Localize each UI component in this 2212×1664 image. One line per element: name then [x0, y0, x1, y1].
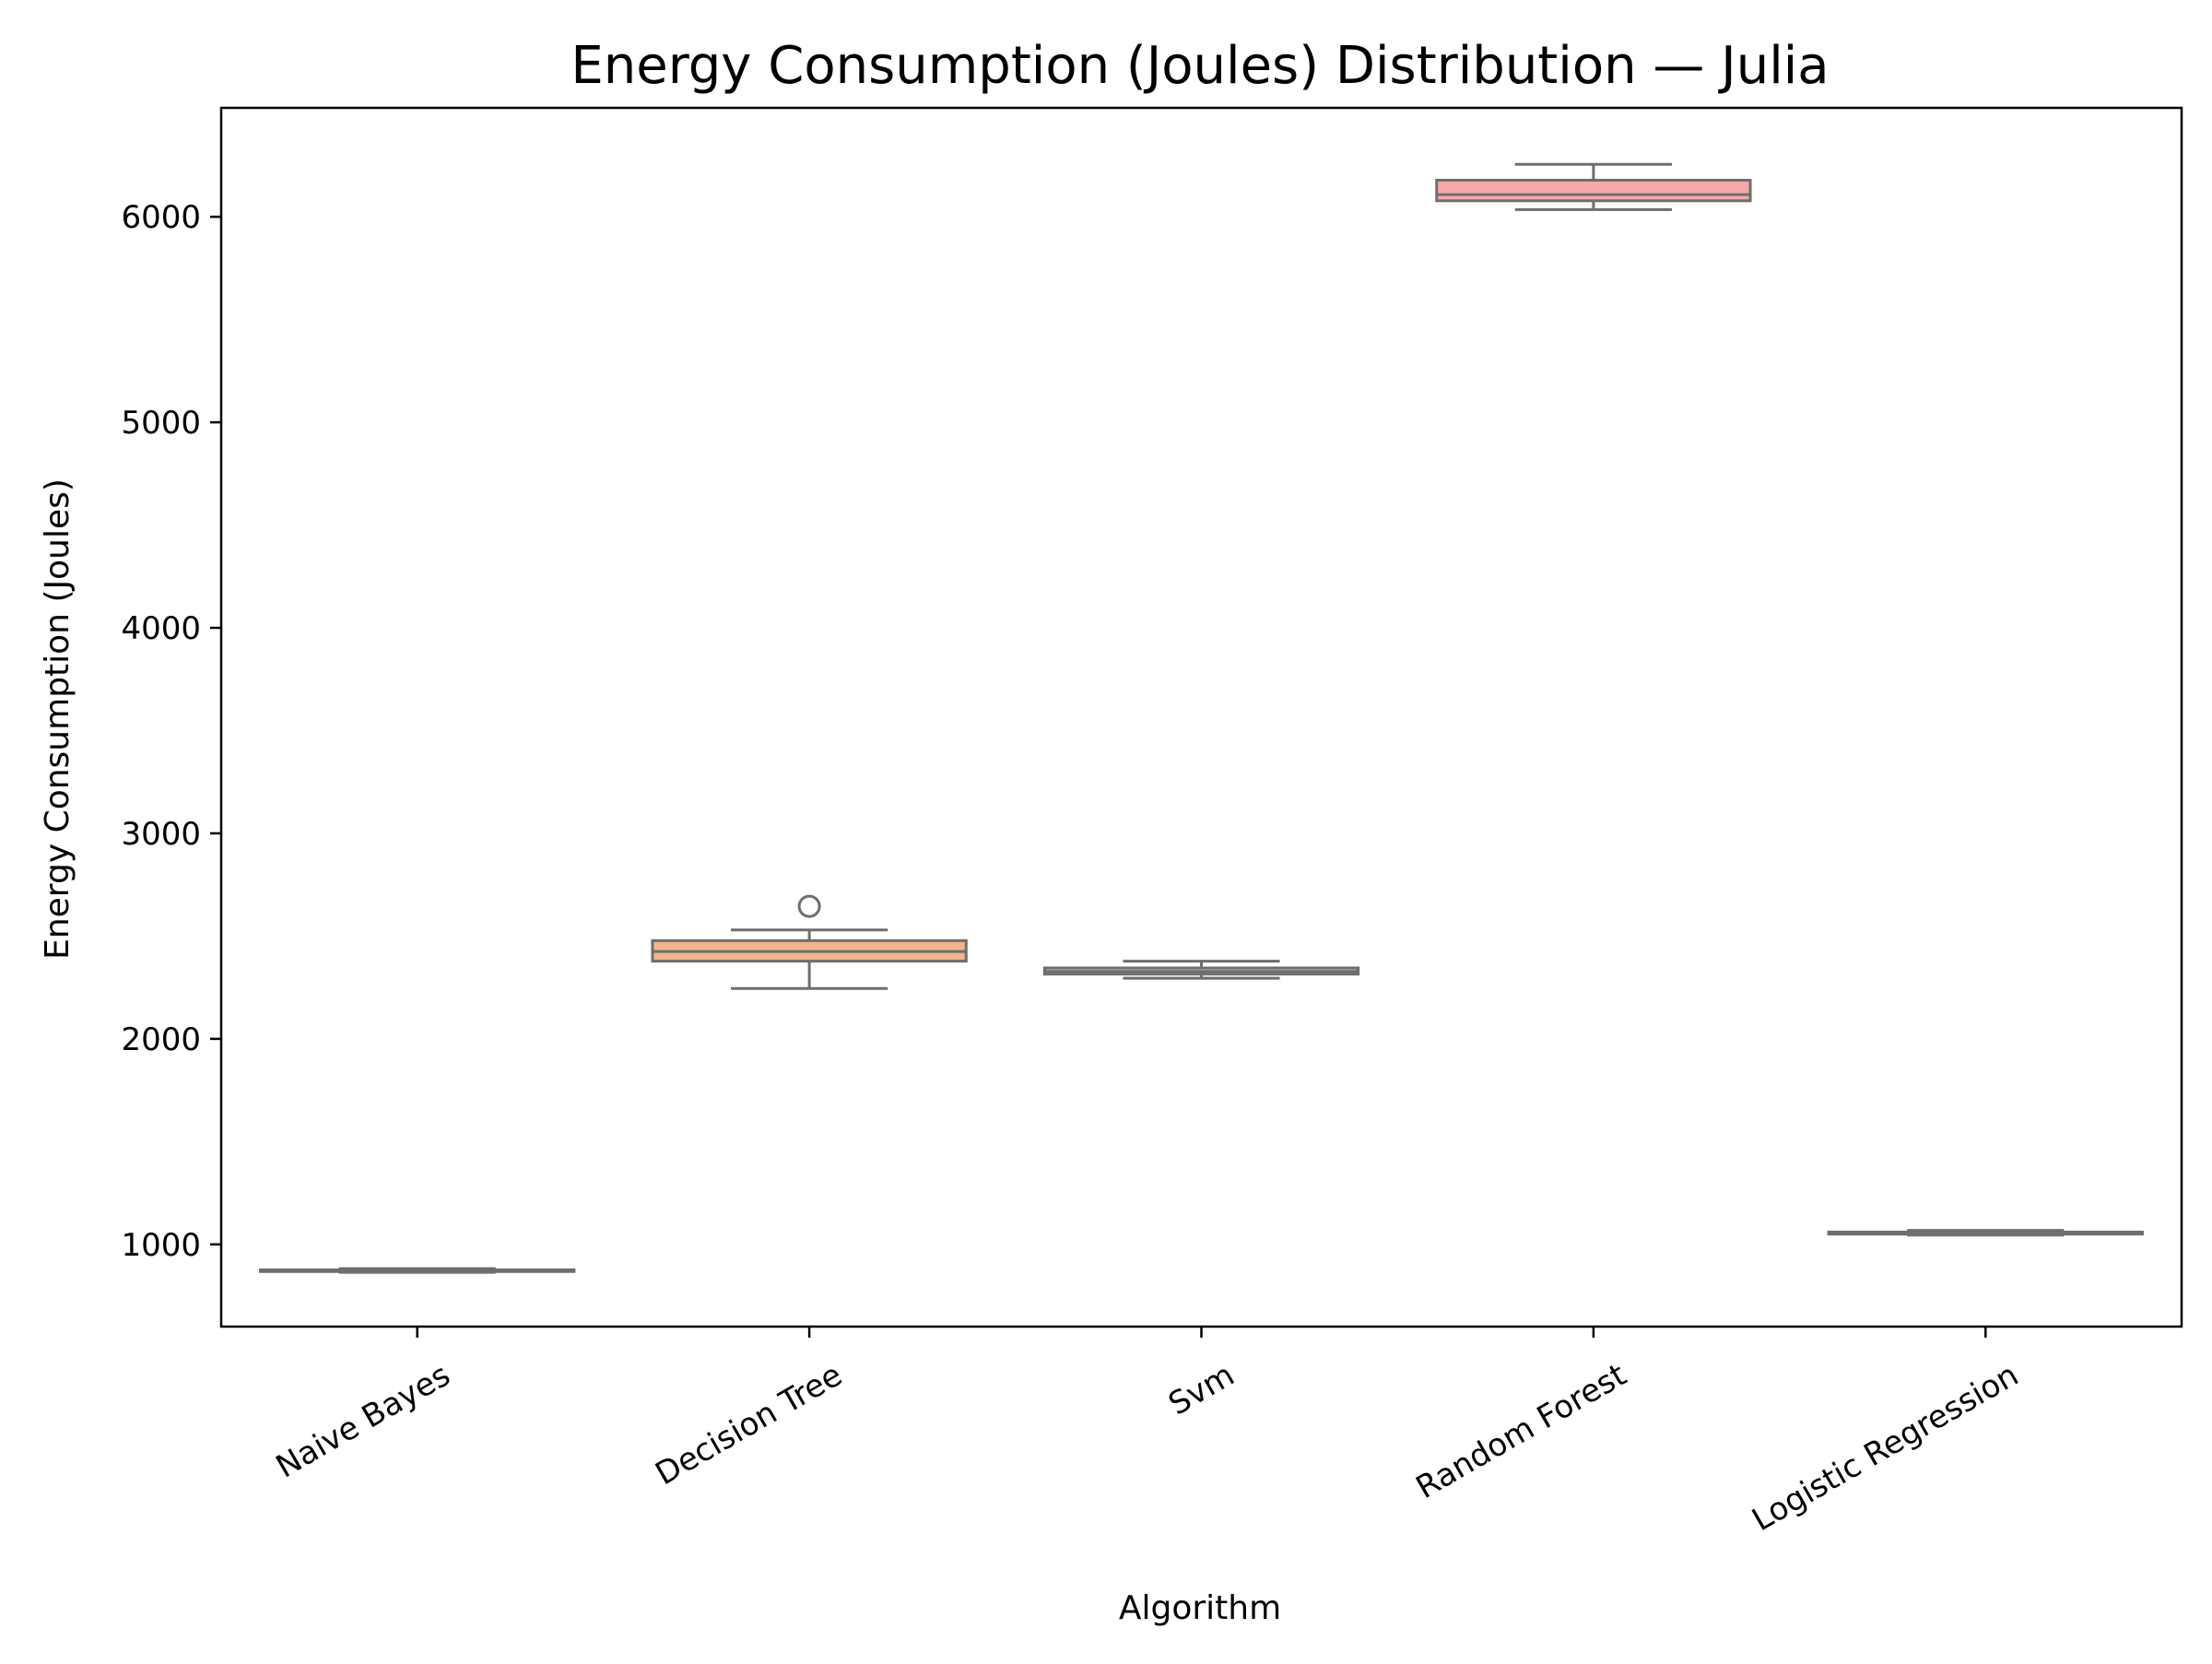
y-tick-label: 2000: [121, 1021, 201, 1058]
plot-frame: [219, 106, 2183, 1328]
x-tick-label: Random Forest: [1410, 1356, 1633, 1506]
outlier-point: [797, 894, 821, 918]
chart-title: Energy Consumption (Joules) Distribution…: [571, 36, 1829, 96]
y-axis-label: Energy Consumption (Joules): [39, 478, 76, 960]
x-tick-label: Naive Bayes: [270, 1356, 456, 1485]
y-tick-label: 3000: [121, 816, 201, 853]
y-tick-label: 4000: [121, 610, 201, 647]
box-random-forest: [1435, 178, 1752, 203]
plot-area: 1000 2000 3000 4000 5000 6000 Naive Bayes Decis…: [121, 106, 2183, 1539]
y-tick-label: 5000: [121, 405, 201, 442]
y-tick-label: 1000: [121, 1227, 201, 1264]
x-axis-label: Algorithm: [1119, 1589, 1281, 1627]
x-tick-label: Svm: [1162, 1356, 1241, 1422]
x-tick-label: Logistic Regression: [1746, 1356, 2024, 1539]
x-tick-label: Decision Tree: [650, 1356, 849, 1493]
y-tick-label: 6000: [121, 199, 201, 236]
